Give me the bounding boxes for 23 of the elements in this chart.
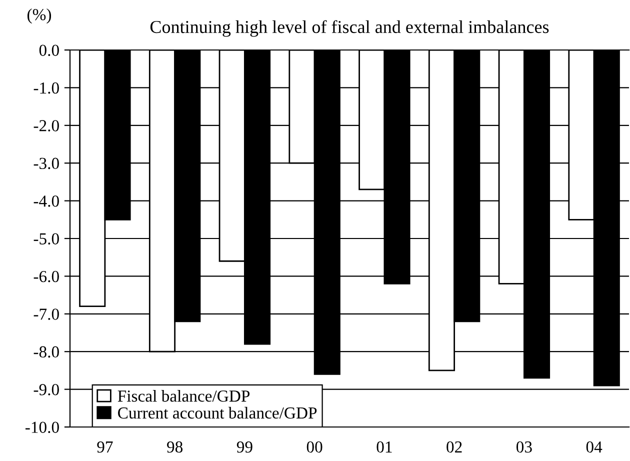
x-tick-label: 01: [376, 441, 392, 453]
y-tick-label: -7.0: [34, 308, 59, 320]
y-axis-title: (%): [27, 8, 52, 24]
y-tick-label: -1.0: [34, 82, 59, 94]
x-tick-label: 04: [586, 441, 602, 453]
legend-label: Current account balance/GDP: [118, 406, 317, 419]
y-tick-label: -6.0: [34, 270, 59, 282]
legend-label: Fiscal balance/GDP: [118, 390, 250, 402]
y-tick-label: -8.0: [34, 346, 59, 358]
x-tick-label: 03: [516, 441, 532, 453]
y-tick-label: -3.0: [34, 158, 59, 170]
y-tick-label: 0.0: [39, 44, 59, 56]
x-tick-label: 97: [97, 441, 113, 453]
y-tick-label: -4.0: [34, 196, 59, 207]
x-tick-label: 99: [236, 441, 252, 453]
y-tick-label: -9.0: [34, 384, 59, 396]
x-tick-label: 98: [167, 441, 183, 453]
y-tick-label: -10.0: [25, 422, 59, 434]
x-tick-label: 02: [446, 441, 462, 453]
y-tick-label: -5.0: [34, 233, 59, 245]
y-tick-label: -2.0: [34, 120, 59, 132]
chart-title: Continuing high level of fiscal and external imbalances: [150, 20, 549, 37]
x-tick-label: 00: [306, 441, 322, 453]
